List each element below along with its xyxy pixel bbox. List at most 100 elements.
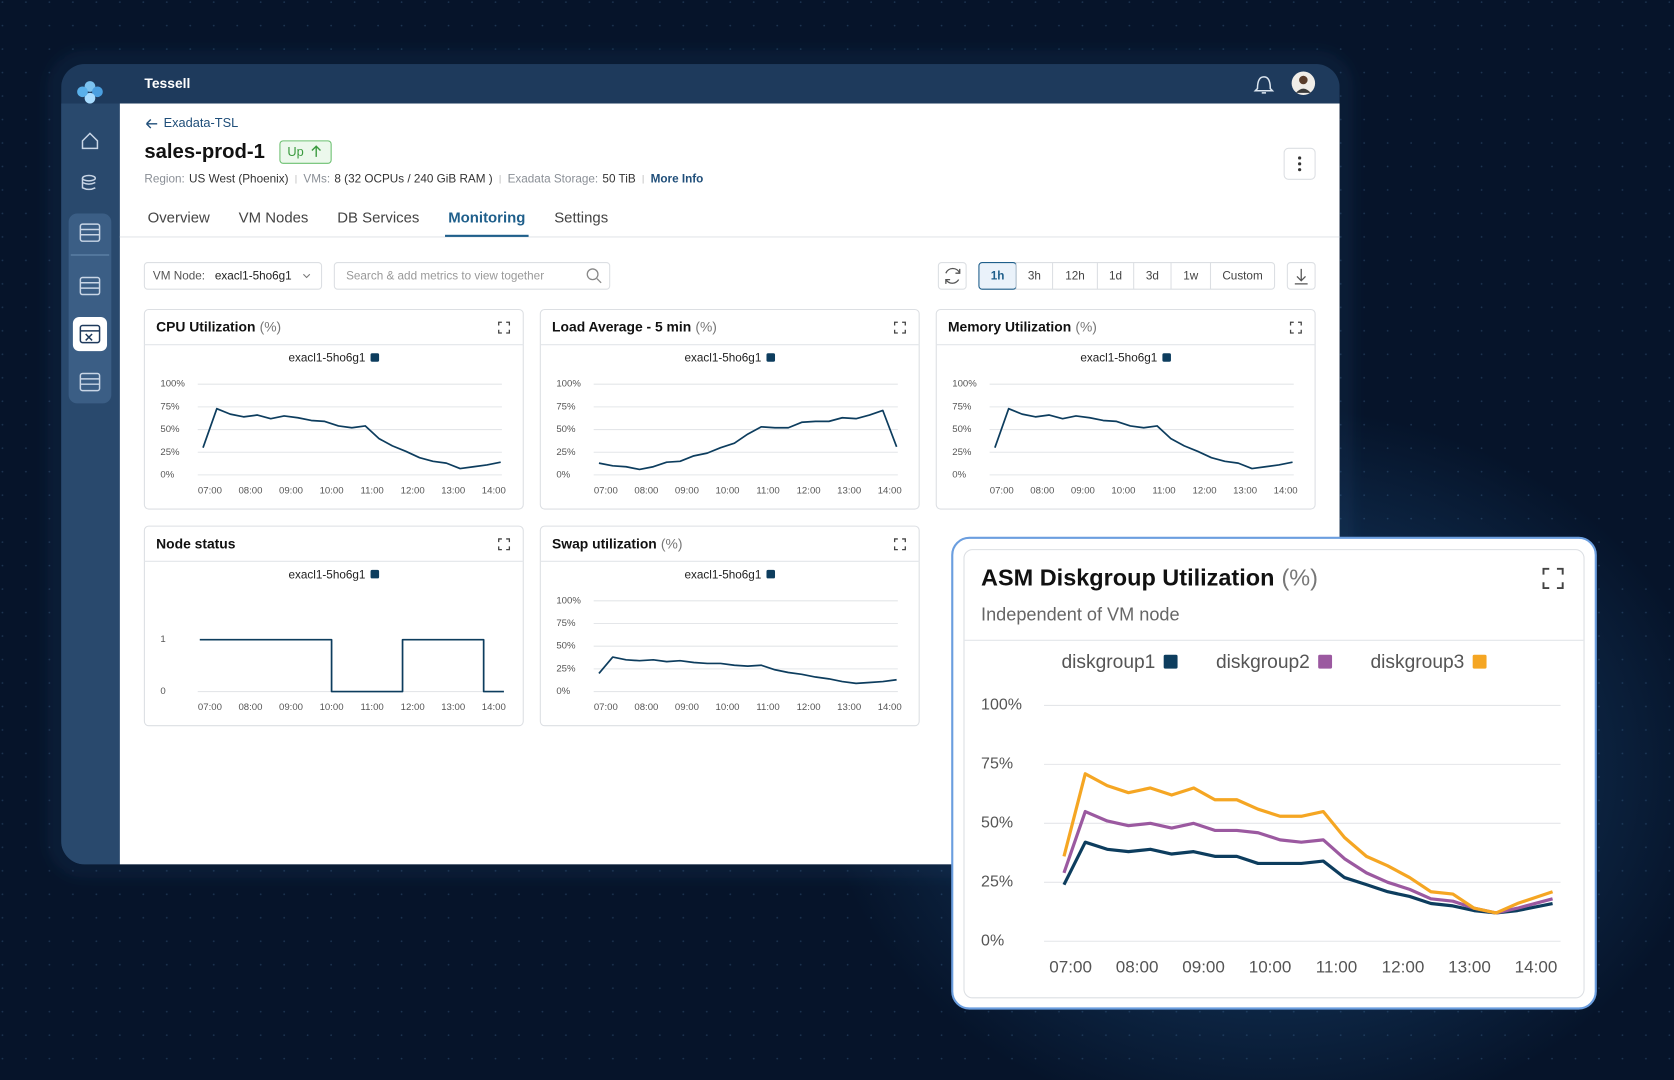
y-tick-label: 0% <box>556 469 570 480</box>
legend-swatch <box>370 569 380 579</box>
card-bg <box>963 549 1585 999</box>
series-line <box>1062 772 1554 915</box>
chart-title: Memory Utilization (%) <box>948 318 1097 334</box>
x-tick-label: 08:00 <box>238 702 262 713</box>
x-tick-label: 08:00 <box>1116 957 1159 976</box>
kebab-icon <box>1298 156 1302 172</box>
range-button[interactable]: 1w <box>1183 269 1199 282</box>
chart-unit: (%) <box>661 535 683 551</box>
legend-swatch <box>766 353 776 362</box>
x-tick-label: 07:00 <box>990 485 1014 496</box>
chart-unit: (%) <box>695 318 717 334</box>
series-line <box>994 407 1293 470</box>
info-value: US West (Phoenix) <box>189 172 289 185</box>
card-bg <box>539 308 920 510</box>
vm-node-select[interactable] <box>143 261 323 290</box>
metric-search[interactable] <box>333 261 611 290</box>
expand-icon[interactable] <box>893 538 906 551</box>
tab[interactable]: VM Nodes <box>239 210 309 227</box>
x-tick-label: 09:00 <box>1071 485 1095 496</box>
search-icon <box>586 268 599 281</box>
expand-icon[interactable] <box>1542 567 1564 589</box>
breadcrumb[interactable]: Exadata-TSL <box>164 115 239 130</box>
x-tick-label: 11:00 <box>1152 485 1175 496</box>
status-arrow <box>311 145 321 157</box>
range-button[interactable]: 1d <box>1109 269 1122 282</box>
y-tick-label: 75% <box>981 756 1013 773</box>
range-button[interactable]: 12h <box>1065 269 1085 282</box>
legend-label: exacl1-5ho6g1 <box>684 352 761 365</box>
x-tick-label: 14:00 <box>878 702 902 713</box>
tab-underline <box>445 234 529 237</box>
y-tick-label: 25% <box>952 447 972 458</box>
info-value: 50 TiB <box>602 172 635 185</box>
sidebar-group <box>68 213 112 404</box>
y-tick-label: 75% <box>556 401 576 412</box>
chart-unit: (%) <box>260 318 282 334</box>
x-tick-label: 11:00 <box>1316 957 1357 976</box>
card-bg <box>143 525 524 727</box>
y-tick-label: 50% <box>556 424 576 435</box>
card-bg <box>143 308 524 510</box>
bell-icon[interactable] <box>1253 76 1275 94</box>
chart-card: Memory Utilization (%) exacl1-5ho6g1 0% 25% 5… <box>935 308 1316 510</box>
legend-label: exacl1-5ho6g1 <box>289 568 366 581</box>
y-tick-label: 50% <box>556 641 576 652</box>
home-icon[interactable] <box>81 132 99 150</box>
range-button[interactable]: 1h <box>991 269 1005 282</box>
active-nav[interactable] <box>72 316 108 352</box>
x-tick-label: 09:00 <box>675 485 699 496</box>
x-tick-label: 10:00 <box>715 485 739 496</box>
x-tick-label: 07:00 <box>198 702 222 713</box>
vm-node-value: exacl1-5ho6g1 <box>215 269 292 282</box>
list-icon[interactable] <box>79 223 101 242</box>
x-tick-label: 12:00 <box>797 702 821 713</box>
x-tick-label: 14:00 <box>482 702 506 713</box>
x-tick-label: 08:00 <box>238 485 262 496</box>
tab[interactable]: Monitoring <box>448 210 525 227</box>
x-tick-label: 14:00 <box>482 485 506 496</box>
refresh-button[interactable] <box>937 261 967 290</box>
chart-unit: (%) <box>1075 318 1097 334</box>
back-arrow[interactable] <box>146 119 158 129</box>
range-button[interactable]: 3h <box>1028 269 1041 282</box>
range-button[interactable]: 3d <box>1146 269 1159 282</box>
x-tick-label: 13:00 <box>441 485 465 496</box>
status-text: Up <box>287 144 303 159</box>
service-name: sales-prod-1 <box>144 141 265 163</box>
expand-icon[interactable] <box>498 321 511 334</box>
expand-icon[interactable] <box>498 538 511 551</box>
x-tick-label: 10:00 <box>320 485 344 496</box>
chart-subtitle: Independent of VM node <box>981 605 1180 625</box>
list-icon[interactable] <box>79 372 101 392</box>
status-badge <box>279 140 332 164</box>
y-tick-label: 100% <box>556 379 581 390</box>
legend-label: exacl1-5ho6g1 <box>684 568 761 581</box>
legend-label: exacl1-5ho6g1 <box>289 352 366 365</box>
card-bg <box>539 525 920 727</box>
more-info-link[interactable]: More Info <box>651 172 704 185</box>
tab[interactable]: Settings <box>554 210 608 227</box>
y-tick-label: 100% <box>981 697 1022 714</box>
tab[interactable]: DB Services <box>337 210 419 227</box>
expand-icon[interactable] <box>1289 321 1302 334</box>
chart-title-text: Memory Utilization <box>948 318 1071 334</box>
y-tick-label: 25% <box>556 663 576 674</box>
info-label: Exadata Storage: <box>508 172 599 185</box>
x-tick-label: 09:00 <box>675 702 699 713</box>
y-tick-label: 100% <box>556 595 581 606</box>
card-bg <box>935 308 1316 510</box>
expand-icon[interactable] <box>893 321 906 334</box>
chart-title: CPU Utilization (%) <box>156 318 281 334</box>
tab[interactable]: Overview <box>148 210 210 227</box>
y-tick-label: 0% <box>160 469 174 480</box>
header-icons <box>1253 71 1316 95</box>
sidebar-icons <box>68 132 112 404</box>
y-tick-label: 25% <box>160 447 180 458</box>
x-tick-label: 12:00 <box>797 485 821 496</box>
list-icon[interactable] <box>79 276 101 296</box>
x-tick-label: 11:00 <box>360 702 383 713</box>
chart-title-text: Node status <box>156 535 236 551</box>
x-tick-label: 09:00 <box>279 485 303 496</box>
range-button[interactable]: Custom <box>1222 269 1262 282</box>
